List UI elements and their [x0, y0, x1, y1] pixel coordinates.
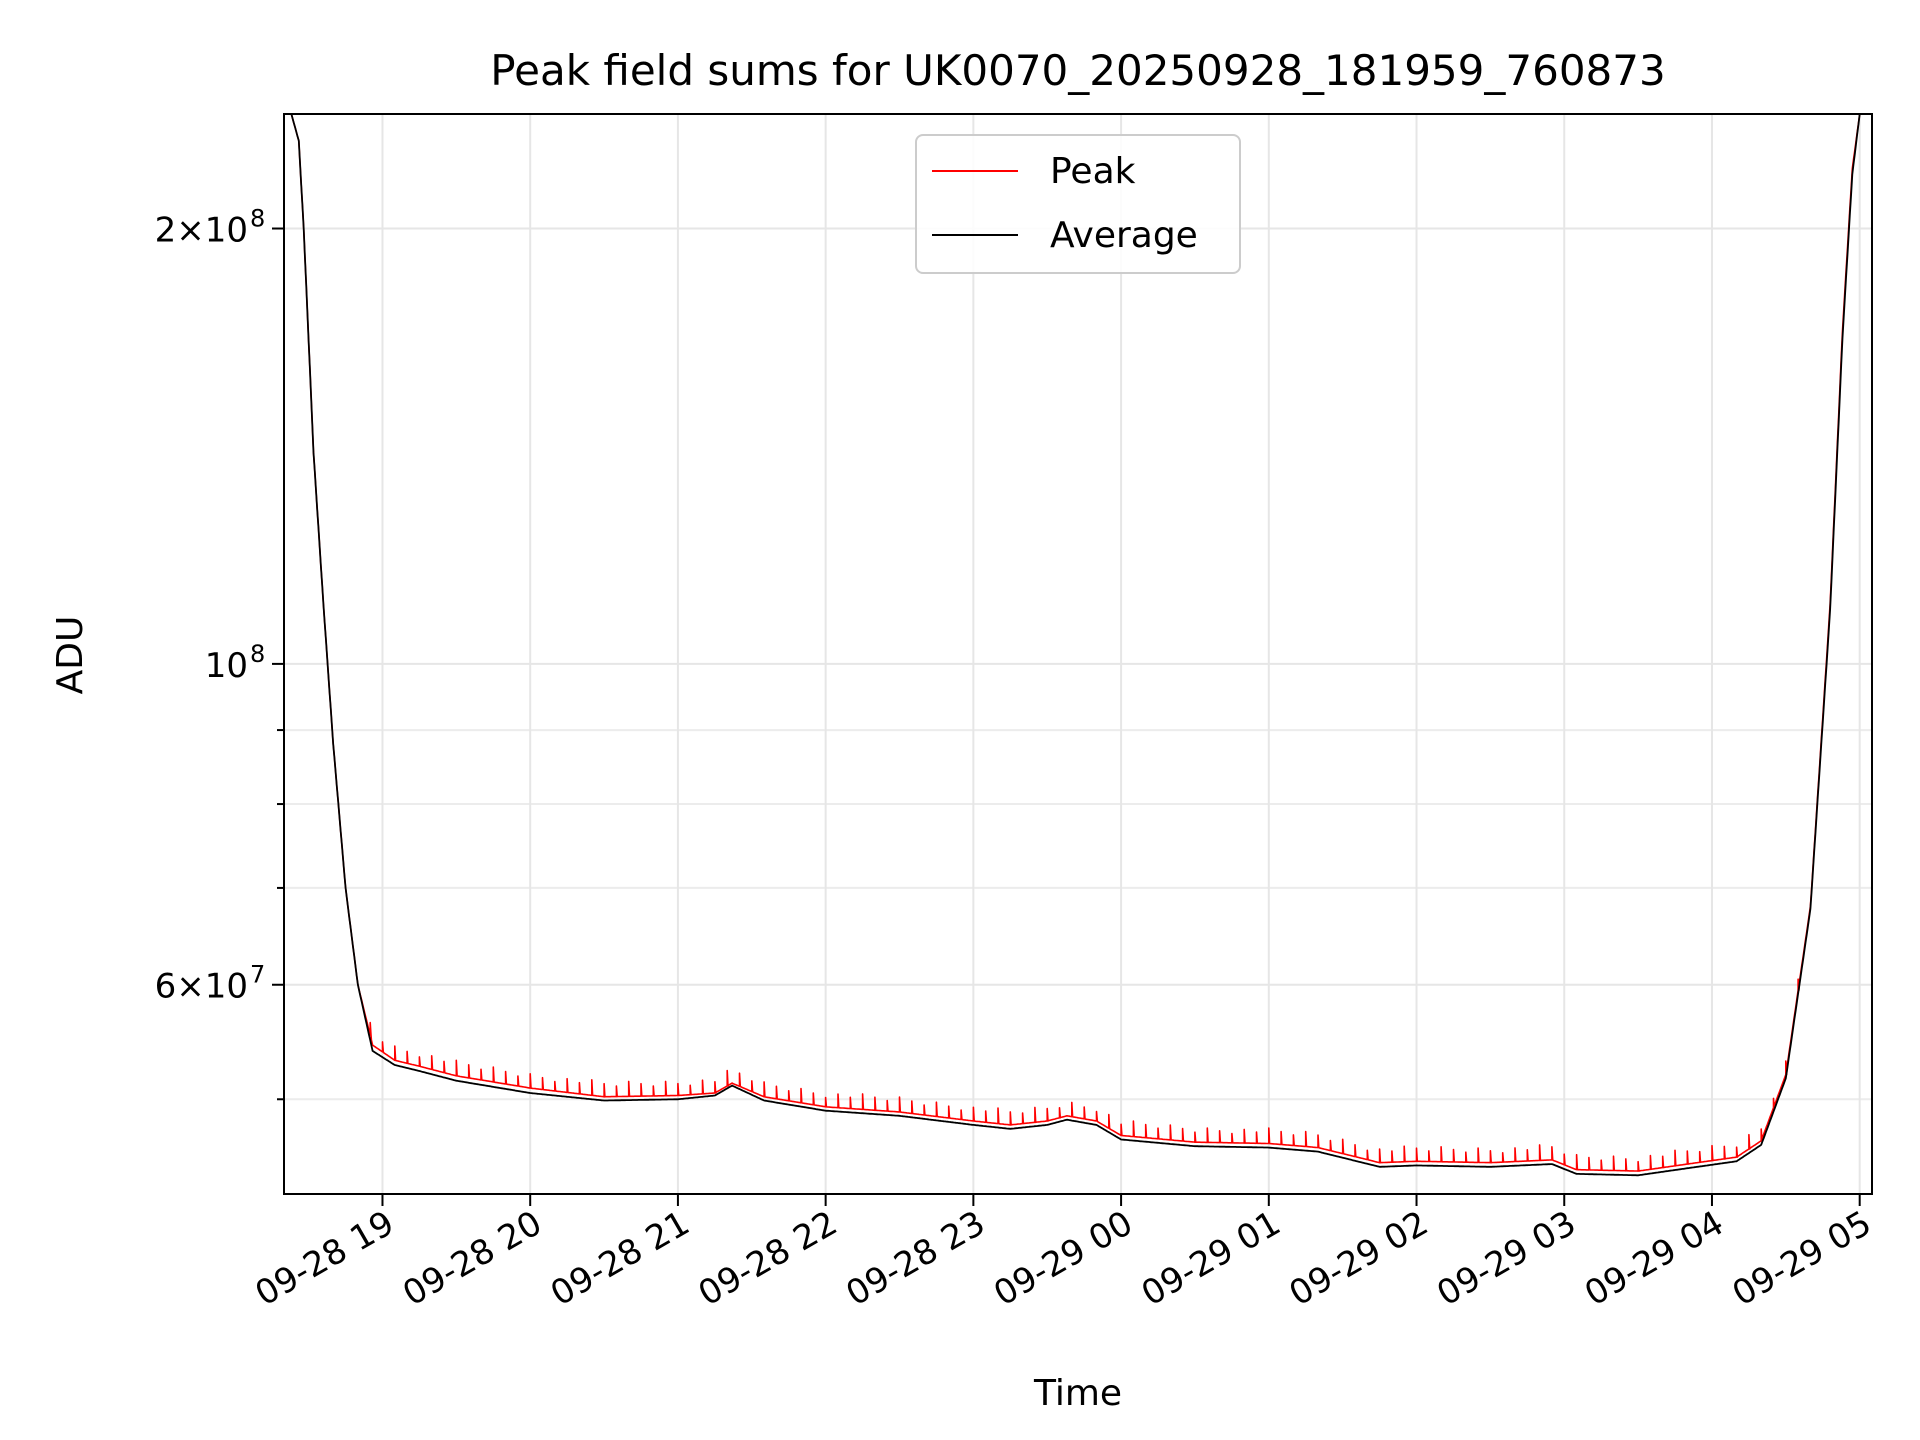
- x-axis-label: Time: [1033, 1373, 1122, 1414]
- y-tick-label-2: 2×10: [155, 211, 248, 251]
- legend: Peak Average: [915, 134, 1241, 274]
- series-peak-line: [284, 114, 1872, 1172]
- y-tick-exponent-1: 8: [250, 640, 265, 668]
- y-axis: 6×10 710 82×10 8: [155, 205, 284, 1101]
- y-tick-label-0: 6×10: [155, 967, 248, 1007]
- chart-title: Peak field sums for UK0070_20250928_1819…: [490, 46, 1665, 95]
- y-tick-exponent-0: 7: [250, 961, 265, 989]
- legend-peak-label: Peak: [1050, 151, 1136, 192]
- y-tick-exponent-2: 8: [250, 205, 265, 233]
- y-axis-label: ADU: [50, 616, 91, 695]
- series-average-line: [284, 114, 1872, 1177]
- plot-frame: [283, 113, 1873, 1195]
- series-layer: [284, 114, 1872, 1177]
- legend-average-label: Average: [1050, 215, 1198, 256]
- y-tick-label-1: 10: [205, 646, 248, 686]
- legend-box: [915, 134, 1241, 274]
